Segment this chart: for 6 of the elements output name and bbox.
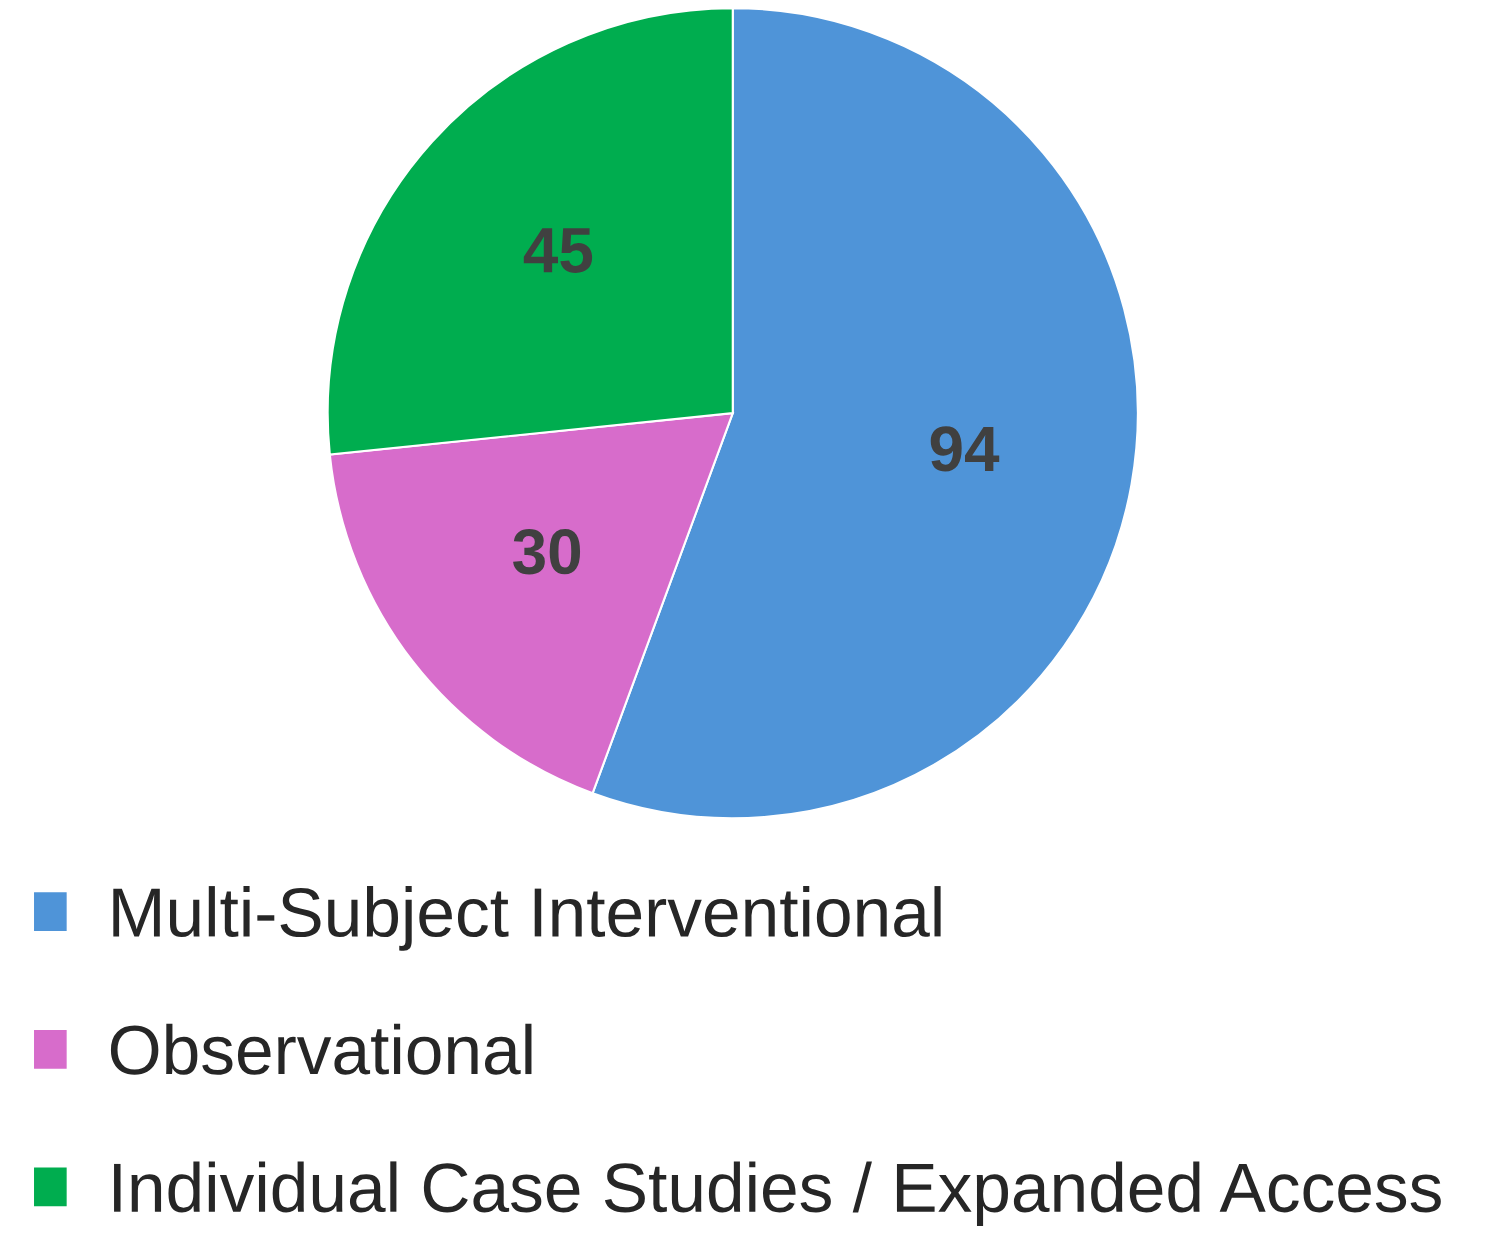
legend-label: Individual Case Studies / Expanded Access <box>114 1161 1441 1227</box>
data-label: 30 <box>513 529 581 575</box>
legend-label: Multi-Subject Interventional <box>113 886 941 951</box>
data-label: 94 <box>930 426 1000 472</box>
data-label: 45 <box>523 228 593 273</box>
legend-label: Observational <box>110 1023 532 1075</box>
